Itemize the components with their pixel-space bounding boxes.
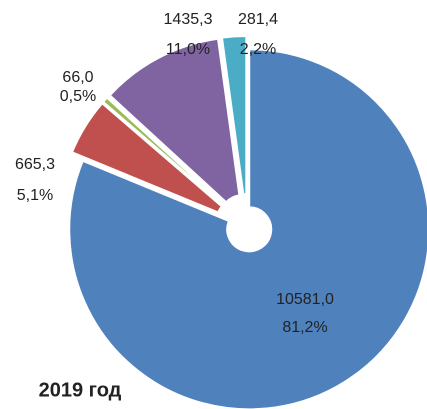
percentage-label: 0,5% bbox=[60, 88, 96, 105]
pie-slice bbox=[108, 37, 241, 204]
percentage-label: 5,1% bbox=[17, 187, 53, 204]
pie-slice bbox=[70, 101, 224, 214]
value-label: 66,0 bbox=[62, 69, 93, 86]
value-label: 10581,0 bbox=[276, 291, 334, 308]
chart-title: 2019 год bbox=[39, 379, 122, 401]
value-label: 1435,3 bbox=[164, 11, 213, 28]
percentage-label: 2,2% bbox=[240, 41, 276, 58]
percentage-label: 11,0% bbox=[166, 41, 210, 58]
pie-slice bbox=[220, 35, 248, 196]
pie-slice bbox=[101, 96, 225, 207]
pie-slice bbox=[68, 48, 427, 409]
percentage-label: 81,2% bbox=[282, 319, 327, 336]
value-label: 665,3 bbox=[15, 156, 55, 173]
value-label: 281,4 bbox=[238, 11, 278, 28]
